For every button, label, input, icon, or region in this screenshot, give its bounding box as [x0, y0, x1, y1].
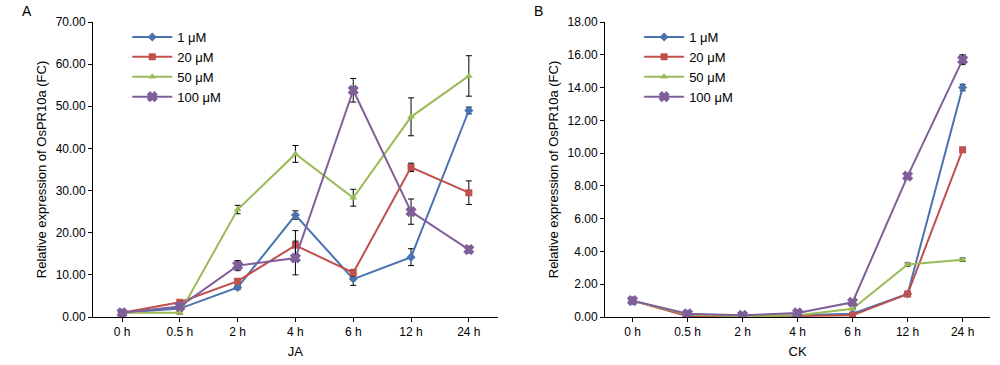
svg-text:50 μM: 50 μM	[689, 70, 725, 85]
svg-text:24 h: 24 h	[951, 325, 974, 339]
svg-text:12 h: 12 h	[399, 325, 422, 339]
svg-text:12.00: 12.00	[568, 114, 598, 128]
svg-text:4 h: 4 h	[789, 325, 806, 339]
svg-text:CK: CK	[789, 344, 807, 359]
svg-text:20.00: 20.00	[56, 226, 86, 240]
svg-text:2 h: 2 h	[229, 325, 246, 339]
svg-text:20 μM: 20 μM	[177, 50, 213, 65]
svg-text:2.00: 2.00	[574, 277, 598, 291]
svg-text:0.00: 0.00	[574, 310, 598, 324]
svg-text:50.00: 50.00	[56, 99, 86, 113]
svg-text:100 μM: 100 μM	[689, 90, 733, 105]
svg-text:1 μM: 1 μM	[177, 30, 206, 45]
svg-text:JA: JA	[288, 344, 304, 359]
svg-text:0 h: 0 h	[624, 325, 641, 339]
svg-text:14.00: 14.00	[568, 81, 598, 95]
svg-text:18.00: 18.00	[568, 15, 598, 29]
svg-text:8.00: 8.00	[574, 179, 598, 193]
svg-text:16.00: 16.00	[568, 48, 598, 62]
svg-text:10.00: 10.00	[56, 268, 86, 282]
svg-text:30.00: 30.00	[56, 184, 86, 198]
svg-text:0.5 h: 0.5 h	[674, 325, 701, 339]
svg-text:70.00: 70.00	[56, 15, 86, 29]
svg-text:100 μM: 100 μM	[177, 90, 221, 105]
svg-text:Relative expression of OsPR10a: Relative expression of OsPR10a (FC)	[546, 61, 561, 278]
svg-text:2 h: 2 h	[734, 325, 751, 339]
svg-text:6.00: 6.00	[574, 212, 598, 226]
svg-text:12 h: 12 h	[896, 325, 919, 339]
svg-text:40.00: 40.00	[56, 142, 86, 156]
svg-text:0.00: 0.00	[62, 310, 86, 324]
svg-text:A: A	[22, 3, 32, 19]
svg-text:20 μM: 20 μM	[689, 50, 725, 65]
svg-text:24 h: 24 h	[457, 325, 480, 339]
svg-text:4 h: 4 h	[287, 325, 304, 339]
svg-text:4.00: 4.00	[574, 245, 598, 259]
svg-text:B: B	[534, 3, 543, 19]
svg-text:60.00: 60.00	[56, 57, 86, 71]
svg-text:0 h: 0 h	[114, 325, 131, 339]
svg-text:6 h: 6 h	[345, 325, 362, 339]
svg-text:50 μM: 50 μM	[177, 70, 213, 85]
svg-text:0.5 h: 0.5 h	[166, 325, 193, 339]
svg-text:1 μM: 1 μM	[689, 30, 718, 45]
svg-text:10.00: 10.00	[568, 146, 598, 160]
svg-text:Relative expression of OsPR10a: Relative expression of OsPR10a (FC)	[34, 61, 49, 278]
svg-text:6 h: 6 h	[844, 325, 861, 339]
